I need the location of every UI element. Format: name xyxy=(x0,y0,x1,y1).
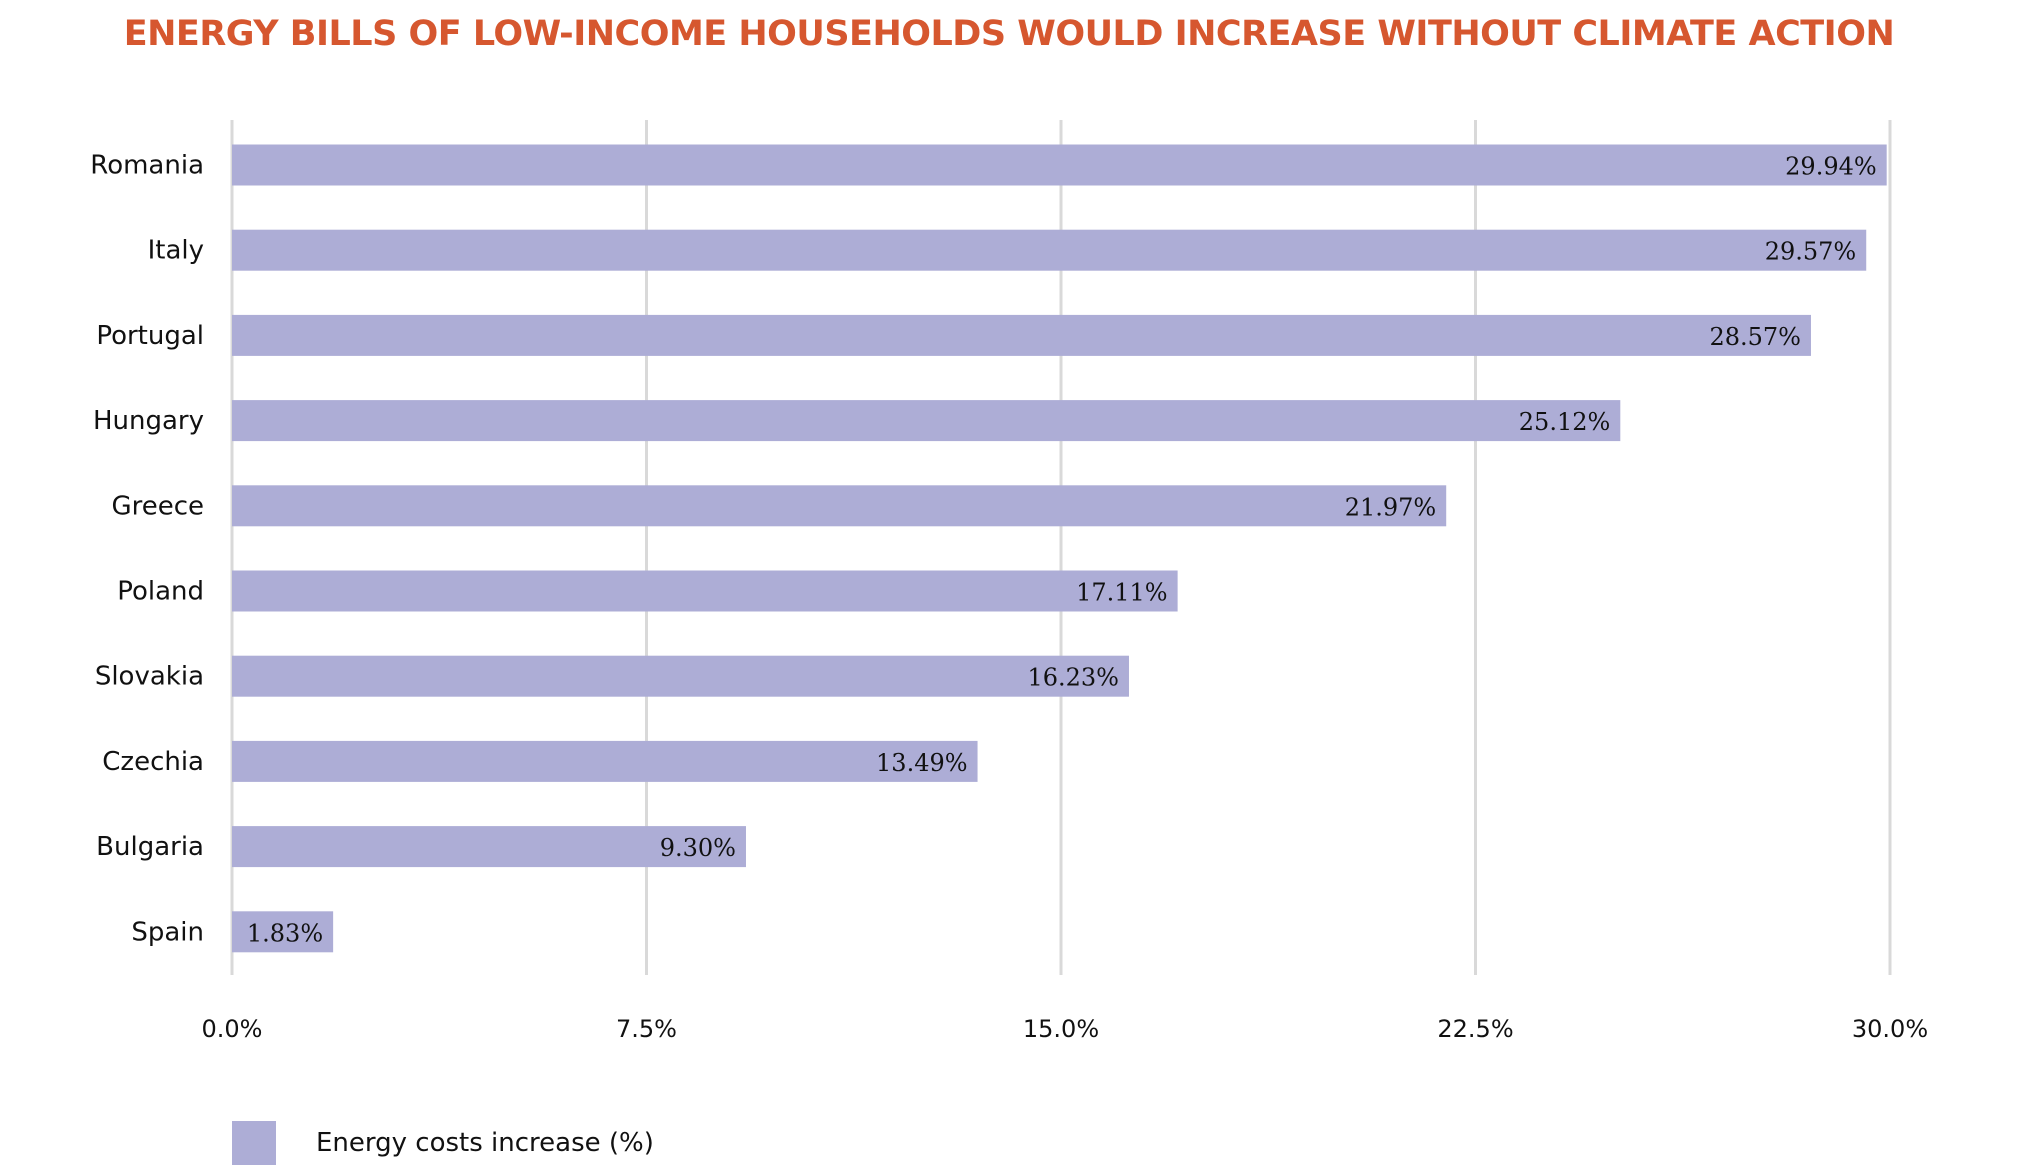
value-label: 28.57% xyxy=(1709,323,1801,351)
category-label: Hungary xyxy=(93,406,204,436)
category-label: Czechia xyxy=(102,747,204,777)
category-label: Slovakia xyxy=(95,662,204,692)
category-label: Romania xyxy=(90,151,204,181)
legend-label: Energy costs increase (%) xyxy=(316,1128,654,1158)
category-label: Spain xyxy=(131,917,204,947)
chart-title: ENERGY BILLS OF LOW-INCOME HOUSEHOLDS WO… xyxy=(123,14,1895,54)
category-label: Italy xyxy=(148,236,204,266)
bar xyxy=(232,655,1129,697)
value-label: 29.57% xyxy=(1765,238,1857,266)
category-labels: Romania Italy Portugal Hungary Greece Poland S… xyxy=(90,151,204,948)
x-axis-tick-labels: 0.0% 7.5% 15.0% 22.5% 30.0% xyxy=(202,1015,1929,1043)
value-label: 16.23% xyxy=(1027,664,1119,692)
bar xyxy=(232,400,1621,442)
bars xyxy=(232,144,1887,953)
bar xyxy=(232,740,978,782)
legend-swatch xyxy=(232,1121,276,1165)
value-label: 9.30% xyxy=(660,834,736,862)
x-tick-label: 22.5% xyxy=(1437,1015,1513,1043)
bar xyxy=(232,144,1887,186)
bar xyxy=(232,229,1867,271)
x-tick-label: 15.0% xyxy=(1023,1015,1099,1043)
value-label: 1.83% xyxy=(247,919,323,947)
value-labels: 29.94% 29.57% 28.57% 25.12% 21.97% 17.11% 16.2… xyxy=(247,153,1877,948)
legend: Energy costs increase (%) xyxy=(232,1120,654,1166)
bar xyxy=(232,485,1447,527)
value-label: 25.12% xyxy=(1519,408,1611,436)
category-label: Bulgaria xyxy=(96,832,204,862)
category-label: Poland xyxy=(117,577,204,607)
x-tick-label: 30.0% xyxy=(1852,1015,1928,1043)
x-tick-label: 7.5% xyxy=(616,1015,677,1043)
category-label: Portugal xyxy=(96,321,204,351)
value-label: 21.97% xyxy=(1345,493,1437,521)
bar xyxy=(232,570,1178,612)
value-label: 17.11% xyxy=(1076,579,1168,607)
category-label: Greece xyxy=(111,491,204,521)
bar xyxy=(232,911,334,953)
value-label: 29.94% xyxy=(1785,153,1877,181)
x-tick-label: 0.0% xyxy=(202,1015,263,1043)
value-label: 13.49% xyxy=(876,749,968,777)
bar xyxy=(232,314,1811,356)
bar xyxy=(232,826,746,868)
